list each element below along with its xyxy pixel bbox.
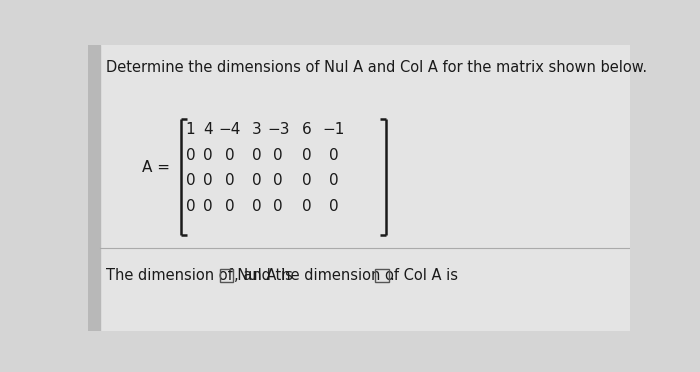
Text: −1: −1 [323,122,345,137]
Text: 6: 6 [302,122,312,137]
Text: 0: 0 [186,173,195,189]
Text: 0: 0 [273,148,283,163]
Text: Determine the dimensions of Nul A and Col A for the matrix shown below.: Determine the dimensions of Nul A and Co… [106,60,648,75]
Text: 0: 0 [251,148,261,163]
Text: 0: 0 [203,148,212,163]
Text: 1: 1 [186,122,195,137]
Bar [375,269,389,282]
Text: 0: 0 [329,148,339,163]
Text: 0: 0 [273,199,283,214]
Text: 0: 0 [225,173,234,189]
Text: 0: 0 [225,148,234,163]
Text: 0: 0 [302,173,312,189]
Text: 0: 0 [273,173,283,189]
Text: The dimension of Nul A is: The dimension of Nul A is [106,268,293,283]
Text: 0: 0 [203,173,212,189]
Text: .: . [389,268,394,283]
Text: 3: 3 [251,122,261,137]
Bar [220,269,233,282]
Text: 0: 0 [186,199,195,214]
Text: 0: 0 [186,148,195,163]
Text: A =: A = [141,160,169,174]
Text: −3: −3 [267,122,289,137]
Text: 0: 0 [302,148,312,163]
Text: −4: −4 [218,122,241,137]
Text: 4: 4 [203,122,212,137]
Text: 0: 0 [329,173,339,189]
Bar [88,45,100,331]
Text: 0: 0 [251,199,261,214]
Text: 0: 0 [225,199,234,214]
Text: 0: 0 [251,173,261,189]
Text: 0: 0 [329,199,339,214]
Text: 0: 0 [302,199,312,214]
Text: , and the dimension of Col A is: , and the dimension of Col A is [234,268,458,283]
Text: 0: 0 [203,199,212,214]
